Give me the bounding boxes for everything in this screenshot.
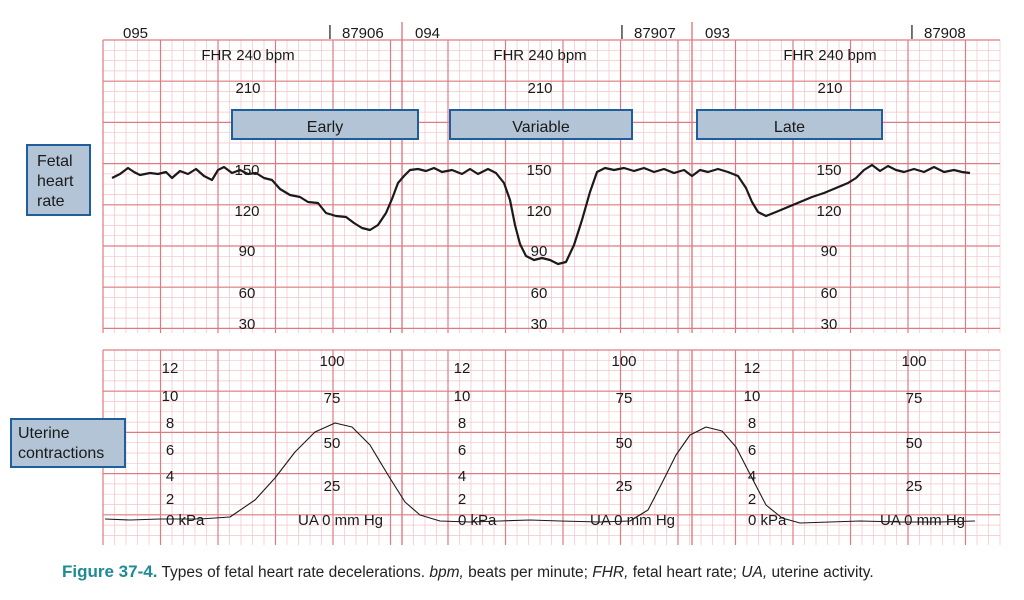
- kpa-scale-value: 12: [744, 360, 761, 377]
- kpa-scale-value: 8: [458, 415, 466, 432]
- ua-grid: [102, 349, 1001, 545]
- mmhg-scale-value: 50: [324, 435, 341, 452]
- fhr-trace: [111, 163, 971, 266]
- fhr-side-label-line: heart: [37, 173, 74, 190]
- strip-number: 87907: [634, 25, 676, 42]
- fhr-top-value: 210: [235, 80, 260, 97]
- kpa-scale-value: 10: [454, 388, 471, 405]
- strip-number: 87908: [924, 25, 966, 42]
- fhr-scale-value: 150: [816, 162, 841, 179]
- fhr-top-value: 210: [817, 80, 842, 97]
- fhr-scale-value: 120: [234, 203, 259, 220]
- kpa-scale-value: 4: [458, 468, 466, 485]
- kpa-scale-value: 2: [166, 491, 174, 508]
- caption-text: Types of fetal heart rate decelerations.…: [157, 564, 873, 581]
- paper-grid: [0, 22, 1024, 545]
- strip-marker: |: [620, 23, 624, 40]
- mmhg-zero-label: UA 0 mm Hg: [298, 512, 383, 529]
- mmhg-zero-label: UA 0 mm Hg: [880, 512, 965, 529]
- kpa-scale-value: 4: [748, 468, 756, 485]
- caption-fragment: uterine activity.: [767, 564, 874, 581]
- kpa-scale-value: 8: [748, 415, 756, 432]
- fhr-scale-value: 120: [526, 203, 551, 220]
- kpa-scale-value: 6: [748, 442, 756, 459]
- mmhg-scale-value: 75: [906, 390, 923, 407]
- mmhg-scale-value: 25: [324, 478, 341, 495]
- kpa-scale-value: 12: [162, 360, 179, 377]
- kpa-scale-value: 10: [162, 388, 179, 405]
- caption-number: Figure 37-4.: [62, 562, 158, 581]
- kpa-zero-label: 0 kPa: [166, 512, 205, 529]
- mmhg-scale-value: 100: [611, 353, 636, 370]
- strip-id: 095: [123, 25, 148, 42]
- fhr-grid: [102, 39, 1001, 333]
- kpa-scale-value: 8: [166, 415, 174, 432]
- fhr-scale-value: 90: [531, 243, 548, 260]
- mmhg-scale-value: 25: [616, 478, 633, 495]
- fhr-side-label-line: rate: [37, 193, 65, 210]
- fhr-scale-value: 60: [531, 285, 548, 302]
- fhr-scale-value: 60: [239, 285, 256, 302]
- fhr-range-label: FHR 240 bpm: [201, 47, 294, 64]
- pattern-label-box: [231, 109, 419, 140]
- fhr-top-value: 210: [527, 80, 552, 97]
- kpa-scale-value: 4: [166, 468, 174, 485]
- ua-side-label-line: contractions: [18, 445, 104, 462]
- strip-number: 87906: [342, 25, 384, 42]
- strip-id: 093: [705, 25, 730, 42]
- kpa-scale-value: 10: [744, 388, 761, 405]
- mmhg-zero-label: UA 0 mm Hg: [590, 512, 675, 529]
- fhr-scale-value: 90: [239, 243, 256, 260]
- fhr-scale-value: 120: [816, 203, 841, 220]
- fhr-side-label-box: [26, 144, 91, 216]
- strip-marker: |: [328, 23, 332, 40]
- kpa-scale-value: 6: [458, 442, 466, 459]
- fhr-scale-value: 150: [234, 162, 259, 179]
- kpa-scale-value: 2: [458, 491, 466, 508]
- mmhg-scale-value: 100: [319, 353, 344, 370]
- mmhg-scale-value: 50: [906, 435, 923, 452]
- kpa-scale-value: 12: [454, 360, 471, 377]
- mmhg-scale-value: 75: [324, 390, 341, 407]
- pattern-label-box: [449, 109, 633, 140]
- fhr-side-label-line: Fetal: [37, 153, 73, 170]
- caption-fragment: fetal heart rate;: [628, 564, 742, 581]
- fhr-scale-value: 30: [531, 316, 548, 333]
- strip-id: 094: [415, 25, 440, 42]
- label-boxes: Fetal heart rate Uterine contractions: [10, 109, 883, 468]
- pattern-label: Variable: [512, 119, 570, 136]
- fhr-scale-value: 150: [526, 162, 551, 179]
- pattern-label: Early: [307, 119, 343, 136]
- caption-fragment: beats per minute;: [463, 564, 593, 581]
- panel-gap: [0, 334, 1024, 349]
- fhr-scale-value: 60: [821, 285, 838, 302]
- mmhg-scale-value: 100: [901, 353, 926, 370]
- ua-side-label-box: [10, 418, 126, 468]
- pattern-label-box: [696, 109, 883, 140]
- fhr-range-label: FHR 240 bpm: [493, 47, 586, 64]
- fhr-scale-value: 30: [821, 316, 838, 333]
- kpa-scale-value: 2: [748, 491, 756, 508]
- kpa-zero-label: 0 kPa: [748, 512, 787, 529]
- strip-marker: |: [910, 23, 914, 40]
- caption-fragment: FHR,: [592, 564, 629, 581]
- kpa-zero-label: 0 kPa: [458, 512, 497, 529]
- mmhg-scale-value: 50: [616, 435, 633, 452]
- caption-fragment: UA,: [741, 564, 768, 581]
- caption-fragment: bpm,: [429, 564, 464, 581]
- fhr-scale-value: 30: [239, 316, 256, 333]
- traces: [104, 163, 976, 524]
- fhr-range-label: FHR 240 bpm: [783, 47, 876, 64]
- ua-side-label-line: Uterine: [18, 425, 70, 442]
- mmhg-scale-value: 75: [616, 390, 633, 407]
- fhr-scale-value: 90: [821, 243, 838, 260]
- caption-fragment: Types of fetal heart rate decelerations.: [157, 564, 430, 581]
- ua-trace: [104, 422, 976, 524]
- mmhg-scale-value: 25: [906, 478, 923, 495]
- figure-caption: Figure 37-4. Types of fetal heart rate d…: [62, 562, 874, 582]
- pattern-label: Late: [774, 119, 805, 136]
- kpa-scale-value: 6: [166, 442, 174, 459]
